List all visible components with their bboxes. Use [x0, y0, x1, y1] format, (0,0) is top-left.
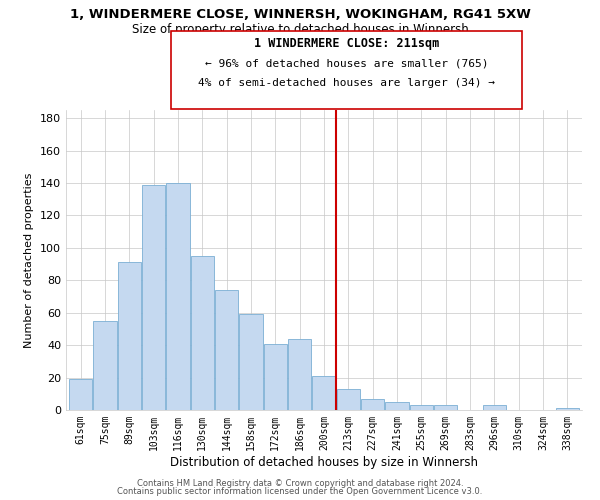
X-axis label: Distribution of detached houses by size in Winnersh: Distribution of detached houses by size … [170, 456, 478, 468]
Text: 4% of semi-detached houses are larger (34) →: 4% of semi-detached houses are larger (3… [198, 78, 495, 88]
Bar [69, 379, 92, 410]
Bar [313, 376, 335, 410]
Bar [337, 389, 360, 410]
Bar [410, 405, 433, 410]
Bar [556, 408, 579, 410]
Bar [166, 183, 190, 410]
Text: Contains public sector information licensed under the Open Government Licence v3: Contains public sector information licen… [118, 487, 482, 496]
Bar [118, 262, 141, 410]
Text: 1, WINDERMERE CLOSE, WINNERSH, WOKINGHAM, RG41 5XW: 1, WINDERMERE CLOSE, WINNERSH, WOKINGHAM… [70, 8, 530, 20]
Bar [434, 405, 457, 410]
Bar [239, 314, 263, 410]
Text: Size of property relative to detached houses in Winnersh: Size of property relative to detached ho… [131, 22, 469, 36]
Text: ← 96% of detached houses are smaller (765): ← 96% of detached houses are smaller (76… [205, 58, 488, 68]
Bar [483, 405, 506, 410]
Bar [94, 321, 116, 410]
Bar [288, 338, 311, 410]
Bar [215, 290, 238, 410]
Bar [264, 344, 287, 410]
Text: Contains HM Land Registry data © Crown copyright and database right 2024.: Contains HM Land Registry data © Crown c… [137, 478, 463, 488]
Bar [142, 184, 165, 410]
Bar [385, 402, 409, 410]
Bar [361, 398, 384, 410]
Y-axis label: Number of detached properties: Number of detached properties [25, 172, 34, 348]
Text: 1 WINDERMERE CLOSE: 211sqm: 1 WINDERMERE CLOSE: 211sqm [254, 38, 439, 51]
Bar [191, 256, 214, 410]
